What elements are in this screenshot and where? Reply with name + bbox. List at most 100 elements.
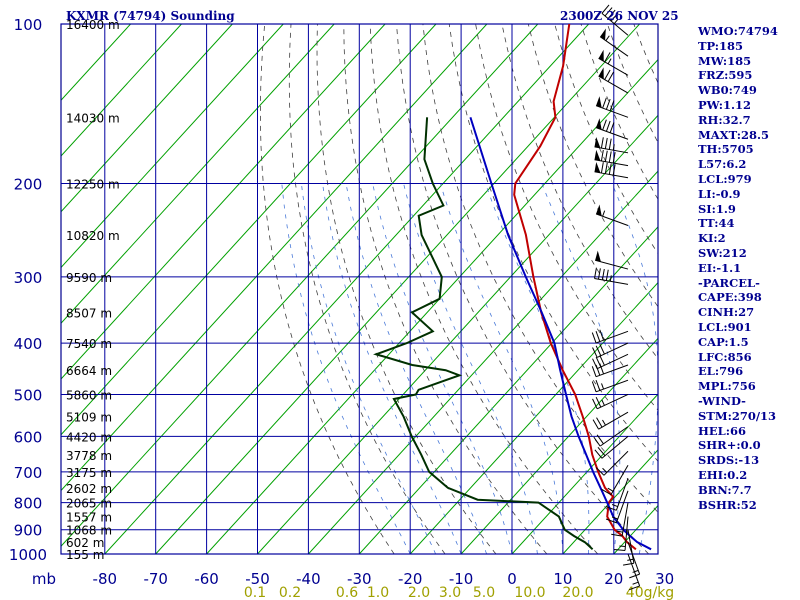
isotherm-line <box>61 24 539 547</box>
wind-barb-flag <box>594 137 601 148</box>
height-label: 4420 m <box>66 430 112 444</box>
wind-barb-full <box>601 4 610 14</box>
wind-barb-flag <box>594 161 601 173</box>
wind-barb <box>594 436 629 459</box>
dry-adiabat-line <box>396 24 649 554</box>
wind-barb <box>611 502 629 537</box>
wind-barb-half <box>616 530 623 533</box>
wind-barb-full <box>605 518 617 524</box>
moist-adiabat-line <box>281 183 411 554</box>
isotherm-line <box>61 24 233 213</box>
stat-item: -PARCEL- <box>698 275 760 290</box>
wind-barb-staff <box>595 364 629 378</box>
dry-adiabat-line <box>259 24 395 554</box>
wind-barb <box>595 250 629 270</box>
wind-barb-half <box>613 18 619 24</box>
wind-barb <box>601 4 629 36</box>
wind-barb <box>601 464 629 496</box>
temperature-tick-label: 30 <box>655 570 674 588</box>
wind-barb-staff <box>594 159 629 167</box>
isotherm-line <box>460 337 658 554</box>
wind-barb-flag <box>596 96 602 108</box>
wind-barb-full <box>594 267 597 279</box>
mixing-ratio-label: 10.0 <box>514 585 545 600</box>
wind-barb-staff <box>595 379 629 393</box>
height-label: 7540 m <box>66 337 112 351</box>
wind-barb <box>627 553 641 591</box>
wind-barb <box>594 267 629 285</box>
wind-barb-full <box>609 122 615 133</box>
isotherm-line <box>61 24 386 380</box>
wind-barb-half <box>619 545 626 547</box>
isotherm-line <box>61 24 284 269</box>
wind-barb-half <box>601 383 605 390</box>
mixing-ratio-label: 0.1 <box>244 585 266 600</box>
wind-barb-full <box>604 52 611 63</box>
wind-barb-full <box>607 9 616 19</box>
temperature-tick-label: -80 <box>93 570 118 588</box>
temperature-tick-label: -40 <box>296 570 321 588</box>
wind-barb-half <box>611 516 618 520</box>
wind-barb <box>598 67 629 94</box>
stat-item: LI:-0.9 <box>698 186 741 201</box>
wind-barb-full <box>599 363 605 375</box>
wind-barb-full <box>591 366 597 377</box>
dewpoint-line <box>373 117 594 551</box>
wind-barb <box>591 329 629 344</box>
wind-barb-flag <box>596 118 602 130</box>
wind-barb-staff <box>595 330 629 344</box>
stat-item: SW:212 <box>698 245 747 260</box>
height-label: 1557 m <box>66 511 112 525</box>
wind-barb-full <box>629 573 640 579</box>
wind-barb-staff <box>594 278 629 285</box>
wind-barb-full <box>604 7 613 17</box>
stat-item: SHR+:0.0 <box>698 438 761 453</box>
stat-item: BSHR:52 <box>698 497 757 512</box>
isotherm-line <box>61 24 182 157</box>
wind-barb-full <box>608 151 612 163</box>
wind-barb-staff <box>595 259 629 270</box>
stat-item: -WIND- <box>698 393 746 408</box>
dry-adiabat-line <box>527 24 658 308</box>
stat-item: WMO:74794 <box>698 24 778 38</box>
dry-adiabat-line <box>369 24 599 554</box>
stat-item: LFC:856 <box>698 349 752 364</box>
wind-barb <box>605 478 629 511</box>
stat-item: BRN:7.7 <box>698 482 752 497</box>
wind-barb <box>593 426 629 447</box>
wind-barb-staff <box>598 57 629 76</box>
wind-barb-staff <box>627 553 641 587</box>
stat-item: LCL:901 <box>698 319 752 334</box>
height-label: 602 m <box>66 536 104 550</box>
wind-barb-half <box>605 35 610 41</box>
stat-item: SI:1.9 <box>698 201 736 216</box>
wind-barb-full <box>608 138 612 150</box>
wind-barb-full <box>610 12 619 22</box>
dry-adiabat-line <box>288 24 446 554</box>
wind-barb-half <box>602 467 608 473</box>
wind-barb-full <box>600 137 604 149</box>
wind-barb <box>594 149 629 167</box>
temperature-tick-label: -50 <box>245 570 270 588</box>
stat-item: SRDS:-13 <box>698 453 760 468</box>
wind-barb-full <box>595 364 601 376</box>
pressure-unit-label: mb <box>32 570 56 588</box>
pressure-tick-label: 200 <box>14 176 43 194</box>
stat-item: FRZ:595 <box>698 68 753 83</box>
moist-adiabat-line <box>541 183 621 554</box>
wind-barb-full <box>605 269 609 281</box>
wind-barb-staff <box>594 146 629 154</box>
height-label: 9590 m <box>66 271 112 285</box>
wind-barb-half <box>632 581 639 585</box>
wind-barb-full <box>591 332 597 344</box>
wind-barb-full <box>604 137 608 149</box>
wind-barb <box>591 363 629 378</box>
wind-barb-full <box>602 97 607 109</box>
isotherm-line <box>61 24 335 324</box>
wind-barb <box>595 204 629 226</box>
height-label: 14030 m <box>66 111 120 125</box>
temperature-tick-label: -60 <box>194 570 219 588</box>
wind-barb <box>592 394 629 410</box>
wind-barb-full <box>592 419 599 430</box>
